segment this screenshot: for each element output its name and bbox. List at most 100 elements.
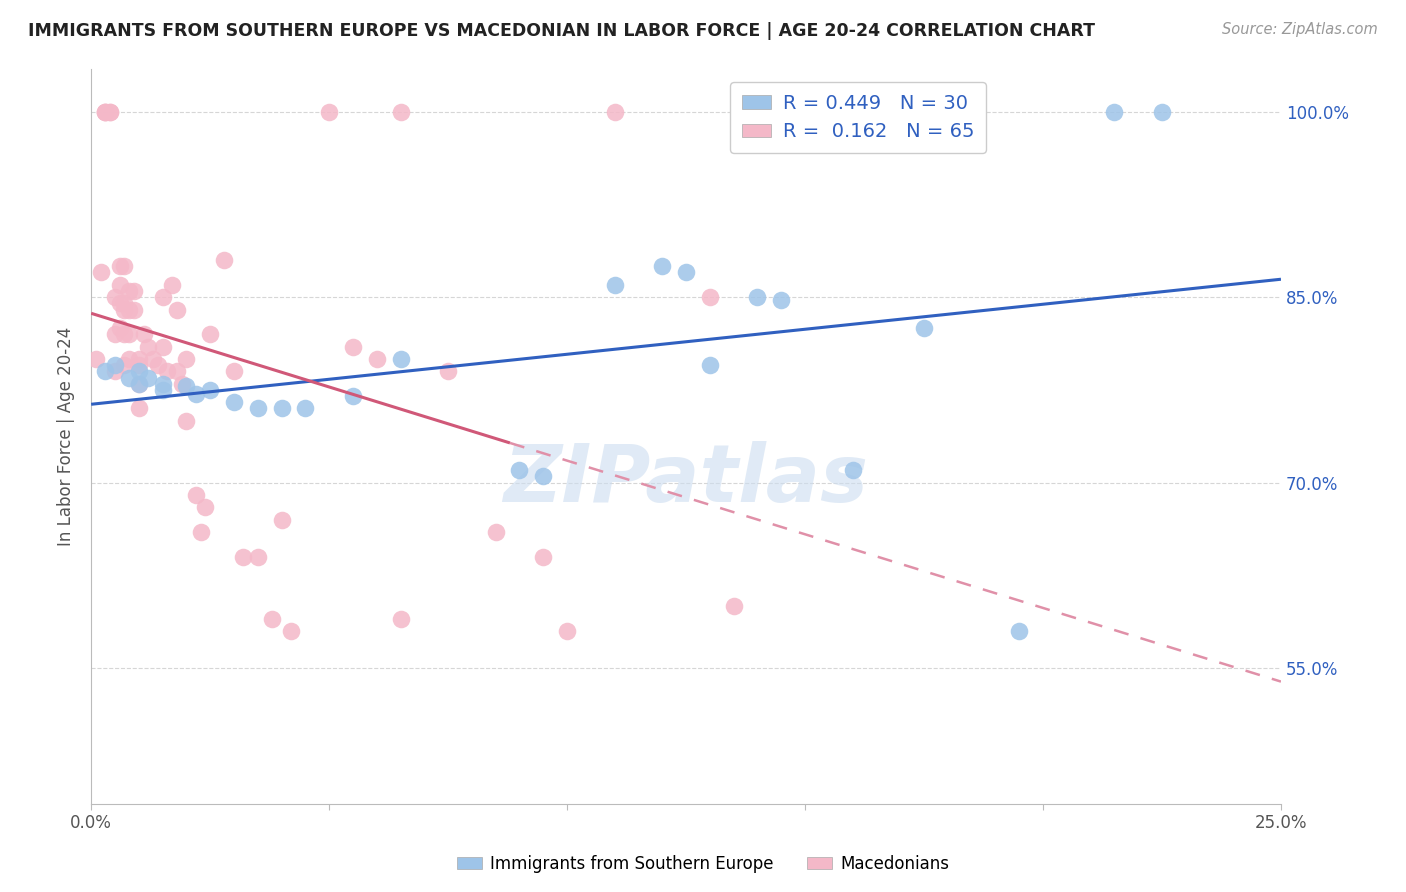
Point — [108, 321, 131, 335]
Point — [437, 364, 460, 378]
Point — [136, 340, 159, 354]
Point — [222, 395, 245, 409]
Point — [152, 383, 174, 397]
Point — [118, 284, 141, 298]
Point — [118, 370, 141, 384]
Point — [699, 358, 721, 372]
Point — [342, 389, 364, 403]
Point — [114, 296, 136, 310]
Point — [184, 386, 207, 401]
Point — [114, 327, 136, 342]
Point — [194, 500, 217, 515]
Point — [128, 376, 150, 391]
Point — [156, 364, 179, 378]
Point — [260, 611, 283, 625]
Point — [184, 488, 207, 502]
Point — [603, 277, 626, 292]
Point — [94, 104, 117, 119]
Point — [555, 624, 578, 638]
Point — [603, 104, 626, 119]
Point — [841, 463, 863, 477]
Point — [128, 364, 150, 378]
Point — [270, 401, 292, 416]
Point — [104, 364, 127, 378]
Point — [136, 370, 159, 384]
Point — [108, 296, 131, 310]
Point — [198, 327, 221, 342]
Legend: R = 0.449   N = 30, R =  0.162   N = 65: R = 0.449 N = 30, R = 0.162 N = 65 — [730, 82, 986, 153]
Point — [389, 104, 412, 119]
Point — [128, 358, 150, 372]
Point — [94, 104, 117, 119]
Y-axis label: In Labor Force | Age 20-24: In Labor Force | Age 20-24 — [58, 326, 75, 546]
Point — [232, 549, 254, 564]
Point — [246, 401, 269, 416]
Point — [142, 351, 165, 366]
Point — [176, 351, 198, 366]
Point — [198, 383, 221, 397]
Point — [166, 364, 188, 378]
Point — [118, 327, 141, 342]
Point — [176, 414, 198, 428]
Point — [104, 290, 127, 304]
Point — [128, 401, 150, 416]
Point — [294, 401, 316, 416]
Point — [94, 364, 117, 378]
Point — [1150, 104, 1173, 119]
Point — [118, 302, 141, 317]
Point — [318, 104, 340, 119]
Point — [912, 321, 935, 335]
Point — [770, 293, 793, 307]
Point — [699, 290, 721, 304]
Point — [222, 364, 245, 378]
Point — [152, 290, 174, 304]
Point — [98, 104, 121, 119]
Point — [531, 469, 554, 483]
Point — [98, 104, 121, 119]
Point — [84, 351, 107, 366]
Point — [723, 599, 745, 614]
Point — [122, 302, 145, 317]
Point — [176, 379, 198, 393]
Text: Source: ZipAtlas.com: Source: ZipAtlas.com — [1222, 22, 1378, 37]
Point — [214, 253, 236, 268]
Point — [94, 104, 117, 119]
Point — [389, 351, 412, 366]
Point — [146, 358, 169, 372]
Point — [108, 260, 131, 274]
Point — [90, 265, 112, 279]
Point — [190, 524, 212, 539]
Point — [366, 351, 388, 366]
Point — [1008, 624, 1031, 638]
Text: IMMIGRANTS FROM SOUTHERN EUROPE VS MACEDONIAN IN LABOR FORCE | AGE 20-24 CORRELA: IMMIGRANTS FROM SOUTHERN EUROPE VS MACED… — [28, 22, 1095, 40]
Point — [114, 260, 136, 274]
Point — [342, 340, 364, 354]
Point — [108, 277, 131, 292]
Point — [104, 358, 127, 372]
Point — [170, 376, 193, 391]
Point — [508, 463, 530, 477]
Point — [152, 340, 174, 354]
Point — [747, 290, 769, 304]
Point — [531, 549, 554, 564]
Point — [160, 277, 183, 292]
Point — [651, 260, 673, 274]
Point — [104, 327, 127, 342]
Point — [166, 302, 188, 317]
Point — [270, 513, 292, 527]
Point — [128, 376, 150, 391]
Point — [122, 284, 145, 298]
Point — [1104, 104, 1126, 119]
Point — [128, 351, 150, 366]
Text: ZIPatlas: ZIPatlas — [503, 442, 869, 519]
Point — [114, 358, 136, 372]
Point — [118, 351, 141, 366]
Point — [389, 611, 412, 625]
Point — [132, 327, 155, 342]
Point — [675, 265, 697, 279]
Legend: Immigrants from Southern Europe, Macedonians: Immigrants from Southern Europe, Macedon… — [450, 848, 956, 880]
Point — [280, 624, 302, 638]
Point — [114, 302, 136, 317]
Point — [152, 376, 174, 391]
Point — [485, 524, 508, 539]
